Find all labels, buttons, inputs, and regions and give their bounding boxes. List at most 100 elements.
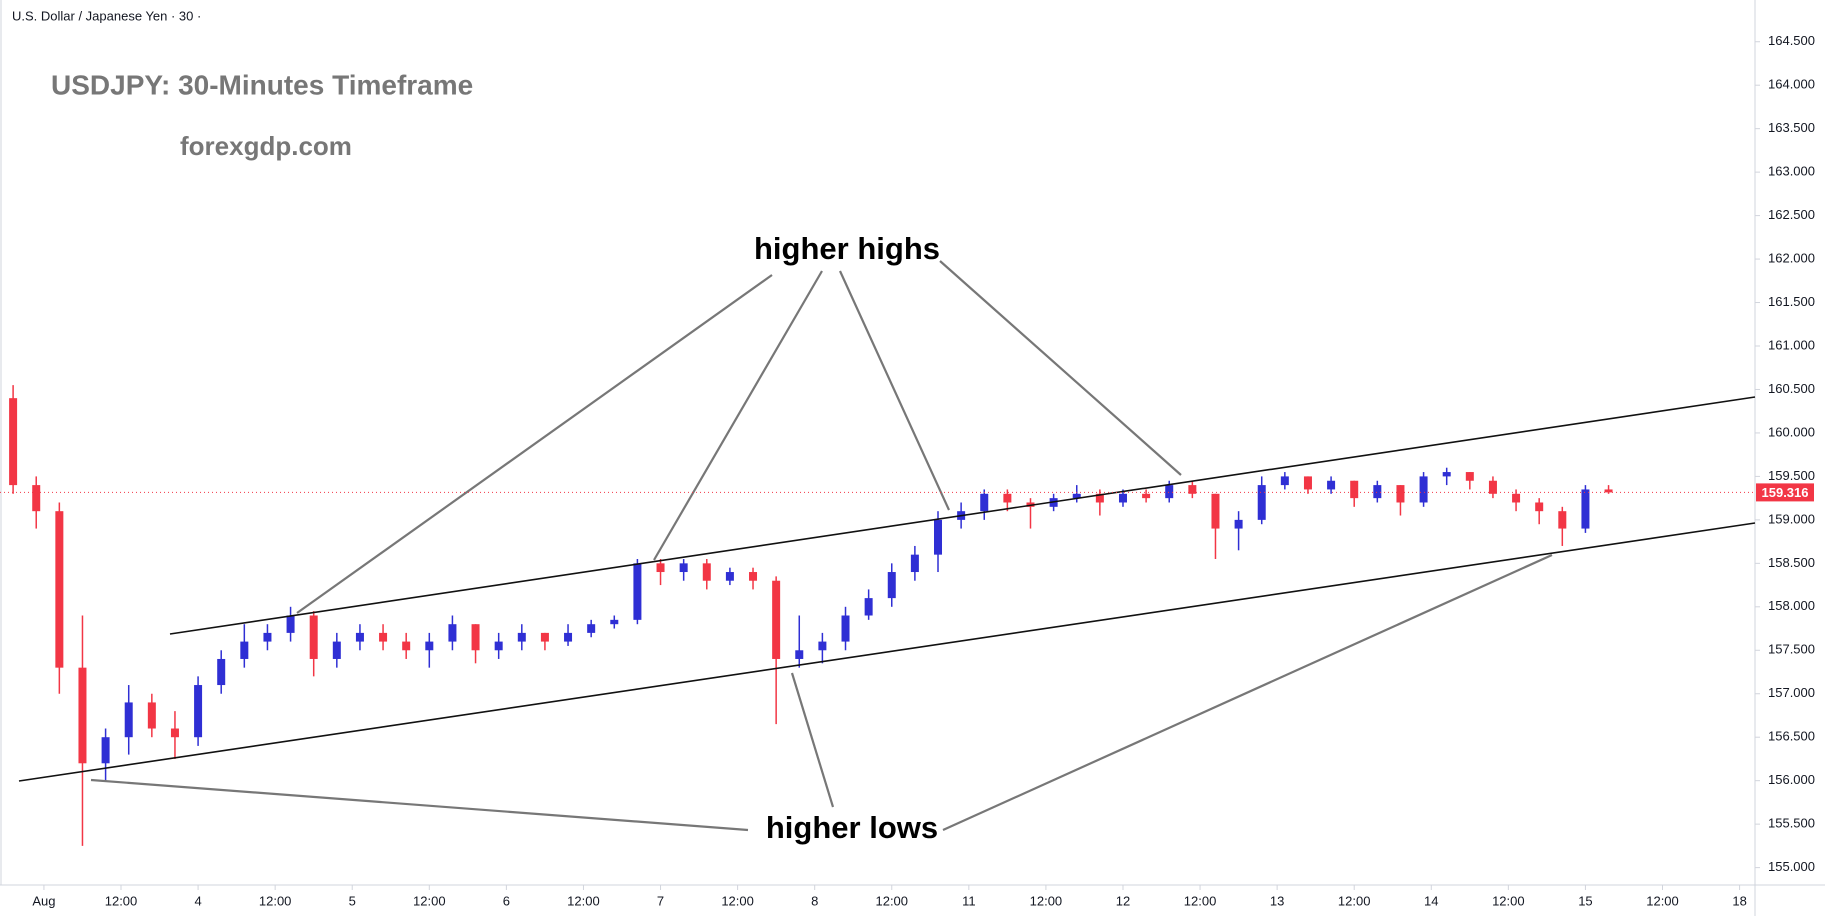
x-tick-label: 12:00 xyxy=(1646,893,1679,908)
candle-body xyxy=(1327,480,1336,490)
candle-body xyxy=(194,685,203,738)
candle-body xyxy=(1003,493,1012,503)
candle-body xyxy=(633,563,642,620)
x-tick-label: 8 xyxy=(811,893,818,908)
annotation-arrow xyxy=(838,270,951,511)
x-tick-label: 18 xyxy=(1732,893,1746,908)
x-tick-label: 7 xyxy=(657,893,664,908)
candle-body xyxy=(587,624,596,633)
candle-body xyxy=(1419,476,1428,503)
y-tick-label: 155.000 xyxy=(1768,859,1815,874)
candle-body xyxy=(448,624,457,642)
x-tick-label: 12:00 xyxy=(259,893,292,908)
candle-body xyxy=(402,641,411,651)
annotation-arrow xyxy=(653,270,823,561)
y-tick-label: 160.500 xyxy=(1768,381,1815,396)
y-tick-label: 156.500 xyxy=(1768,729,1815,744)
candle-body xyxy=(887,572,896,599)
y-tick-label: 162.000 xyxy=(1768,251,1815,266)
y-tick-label: 164.500 xyxy=(1768,33,1815,48)
candle-body xyxy=(9,398,18,486)
candles xyxy=(9,385,1613,846)
candle-body xyxy=(1396,485,1405,503)
candle-body xyxy=(980,493,989,512)
candle-body xyxy=(1165,485,1174,499)
candle-body xyxy=(772,580,781,659)
candle-body xyxy=(32,485,41,512)
candle-body xyxy=(517,632,526,642)
candle-body xyxy=(795,650,804,659)
x-tick-label: 12 xyxy=(1116,893,1130,908)
candle-body xyxy=(1350,480,1359,499)
x-tick-label: 12:00 xyxy=(1030,893,1063,908)
annotation-arrow xyxy=(790,672,835,808)
last-price-box xyxy=(1756,483,1814,502)
candle-body xyxy=(1488,480,1497,494)
symbol-header: U.S. Dollar / Japanese Yen · 30 · xyxy=(12,8,201,23)
y-tick-label: 159.500 xyxy=(1768,468,1815,483)
candle-body xyxy=(1234,519,1243,529)
candle-body xyxy=(1604,489,1613,493)
candle-body xyxy=(78,667,87,764)
y-tick-label: 162.500 xyxy=(1768,207,1815,222)
x-tick-label: 12:00 xyxy=(567,893,600,908)
candle-body xyxy=(1303,476,1312,490)
candle-body xyxy=(1095,493,1104,503)
y-tick-label: 158.000 xyxy=(1768,598,1815,613)
trendlines xyxy=(18,260,1756,832)
y-tick-label: 163.500 xyxy=(1768,120,1815,135)
candle-body xyxy=(1142,493,1151,499)
candle-body xyxy=(55,511,64,668)
candle-body xyxy=(286,615,295,633)
candle-body xyxy=(101,737,110,764)
x-tick-label: 13 xyxy=(1270,893,1284,908)
candle-body xyxy=(217,658,226,686)
candle-body xyxy=(910,554,919,573)
candle-body xyxy=(355,632,364,642)
x-tick-label: 12:00 xyxy=(1338,893,1371,908)
candle-body xyxy=(841,615,850,642)
candle-body xyxy=(147,702,156,729)
candle-body xyxy=(864,598,873,616)
candle-body xyxy=(1188,485,1197,494)
candle-body xyxy=(1535,502,1544,512)
candle-body xyxy=(725,572,734,581)
x-tick-label: Aug xyxy=(32,893,55,908)
annotation-label: higher highs xyxy=(754,231,940,266)
candle-body xyxy=(379,632,388,642)
candle-body xyxy=(240,641,249,659)
x-tick-label: 12:00 xyxy=(875,893,908,908)
x-tick-label: 12:00 xyxy=(105,893,138,908)
y-tick-label: 164.000 xyxy=(1768,77,1815,92)
candle-body xyxy=(332,641,341,659)
y-tick-label: 156.000 xyxy=(1768,772,1815,787)
x-tick-label: 15 xyxy=(1578,893,1592,908)
chart-title: USDJPY: 30-Minutes Timeframe xyxy=(51,69,473,100)
annotation-arrow xyxy=(296,274,773,614)
candle-body xyxy=(1280,476,1289,486)
y-tick-label: 160.000 xyxy=(1768,424,1815,439)
candle-body xyxy=(749,572,758,581)
x-tick-label: 6 xyxy=(503,893,510,908)
annotation-label: higher lows xyxy=(766,810,938,845)
x-tick-label: 11 xyxy=(962,893,976,908)
x-tick-label: 4 xyxy=(194,893,201,908)
y-tick-label: 157.500 xyxy=(1768,642,1815,657)
candle-body xyxy=(934,519,943,555)
candle-body xyxy=(818,641,827,651)
candle-body xyxy=(170,728,179,738)
candle-body xyxy=(1373,485,1382,499)
candle-body xyxy=(610,619,619,625)
annotation-arrow xyxy=(90,778,749,832)
candle-body xyxy=(1581,489,1590,529)
candle-body xyxy=(1465,472,1474,481)
y-tick-label: 161.500 xyxy=(1768,294,1815,309)
candle-body xyxy=(1512,493,1521,503)
candle-body xyxy=(1118,493,1127,503)
candle-body xyxy=(679,563,688,573)
candle-body xyxy=(471,624,480,651)
candle-body xyxy=(656,563,665,573)
annotation-arrow xyxy=(942,553,1553,832)
